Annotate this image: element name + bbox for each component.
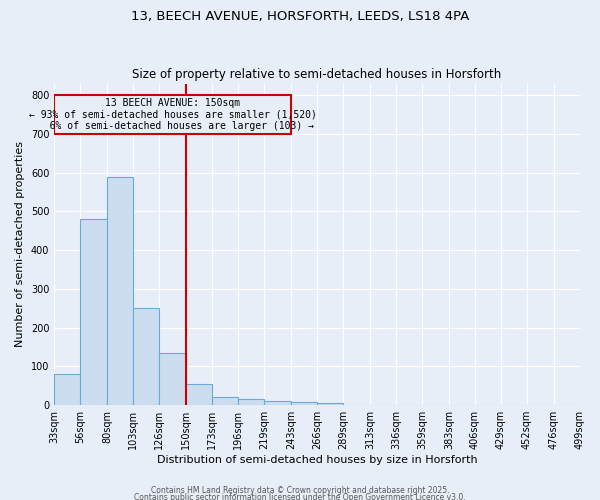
Bar <box>238 400 264 405</box>
Bar <box>264 402 291 405</box>
Text: 13, BEECH AVENUE, HORSFORTH, LEEDS, LS18 4PA: 13, BEECH AVENUE, HORSFORTH, LEEDS, LS18… <box>131 10 469 23</box>
X-axis label: Distribution of semi-detached houses by size in Horsforth: Distribution of semi-detached houses by … <box>157 455 478 465</box>
Bar <box>317 404 343 405</box>
Bar <box>133 308 159 405</box>
Bar <box>212 398 238 405</box>
Bar <box>186 384 212 405</box>
Bar <box>54 374 80 405</box>
Title: Size of property relative to semi-detached houses in Horsforth: Size of property relative to semi-detach… <box>133 68 502 81</box>
Bar <box>80 219 107 405</box>
Text: Contains HM Land Registry data © Crown copyright and database right 2025.: Contains HM Land Registry data © Crown c… <box>151 486 449 495</box>
Bar <box>291 402 317 405</box>
Bar <box>159 353 186 405</box>
Text: 13 BEECH AVENUE: 150sqm
← 93% of semi-detached houses are smaller (1,520)
   6% : 13 BEECH AVENUE: 150sqm ← 93% of semi-de… <box>29 98 317 131</box>
FancyBboxPatch shape <box>54 95 291 134</box>
Bar <box>107 176 133 405</box>
Y-axis label: Number of semi-detached properties: Number of semi-detached properties <box>15 142 25 348</box>
Text: Contains public sector information licensed under the Open Government Licence v3: Contains public sector information licen… <box>134 494 466 500</box>
